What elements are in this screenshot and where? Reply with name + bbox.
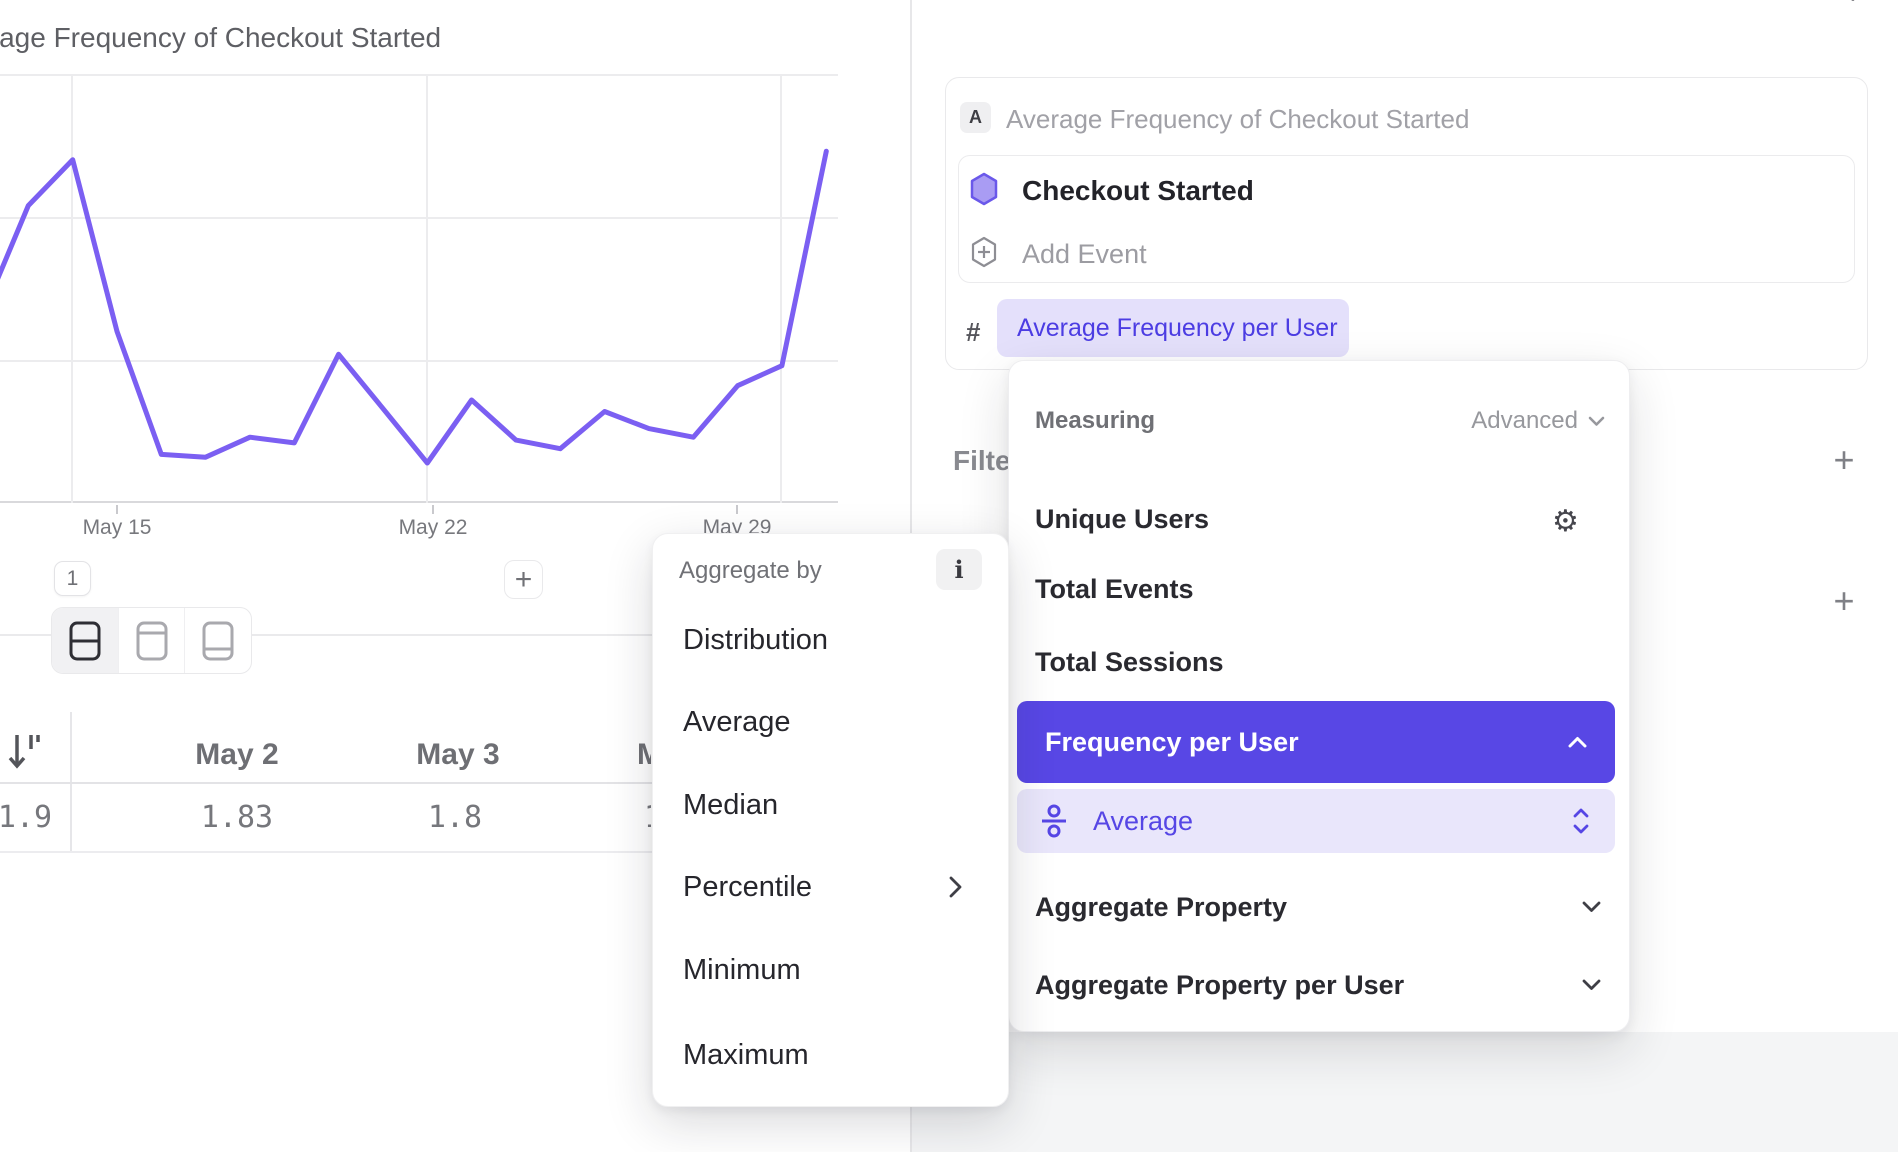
x-axis-tick xyxy=(736,505,738,514)
event-block xyxy=(958,155,1855,283)
info-button[interactable]: i xyxy=(936,549,982,590)
line-chart-plot[interactable] xyxy=(0,74,838,503)
chevron-down-icon[interactable] xyxy=(1582,979,1601,991)
add-event-button[interactable]: Add Event xyxy=(1022,239,1147,269)
table-cell-may3: 1.8 xyxy=(427,800,483,835)
table-cell-may2: 1.83 xyxy=(200,800,274,835)
menu-subitem-average[interactable]: Average xyxy=(1017,789,1615,853)
measure-selector-pill[interactable]: Average Frequency per User xyxy=(997,299,1349,357)
aggregate-by-label: Aggregate by xyxy=(679,557,822,584)
measuring-label: Measuring xyxy=(1035,407,1156,434)
x-axis-label: May 22 xyxy=(398,516,468,539)
panel-footer-background xyxy=(911,1032,1898,1152)
layout-chart-top-button[interactable] xyxy=(119,608,186,673)
add-metric-button-clipped[interactable]: + xyxy=(1843,0,1873,9)
add-event-icon[interactable] xyxy=(970,236,998,273)
layout-split-horizontal-button[interactable] xyxy=(52,608,119,673)
advanced-toggle[interactable]: Advanced xyxy=(1471,407,1605,435)
metric-letter-badge: A xyxy=(960,102,991,133)
table-header-may2[interactable]: May 2 xyxy=(195,738,279,771)
metric-name-input[interactable]: Average Frequency of Checkout Started xyxy=(1006,104,1470,134)
split-top-icon xyxy=(136,621,167,660)
add-series-button[interactable]: + xyxy=(504,560,543,599)
chevron-down-icon[interactable] xyxy=(1582,901,1601,913)
sort-button[interactable] xyxy=(8,729,40,780)
event-name[interactable]: Checkout Started xyxy=(1022,175,1254,206)
measure-selector-label: Average Frequency per User xyxy=(1017,313,1338,342)
split-bottom-icon xyxy=(202,621,234,660)
split-horizontal-icon xyxy=(69,621,101,660)
sort-descending-icon xyxy=(8,735,40,769)
table-header-border xyxy=(0,782,910,784)
chevron-right-icon xyxy=(949,876,962,898)
chevron-up-icon xyxy=(1568,737,1587,748)
panel-layout-toggle xyxy=(51,607,252,674)
menu-item-percentile[interactable]: Percentile xyxy=(683,871,812,903)
menu-item-unique-users[interactable]: Unique Users xyxy=(1035,504,1210,534)
menu-item-total-events[interactable]: Total Events xyxy=(1035,574,1194,604)
measuring-dropdown: Measuring Advanced Unique Users ⚙ Total … xyxy=(1008,360,1630,1032)
frequency-line-chart xyxy=(0,74,838,503)
gear-icon[interactable]: ⚙ xyxy=(1552,504,1579,539)
filtered-by-heading-clipped: Filtered by xyxy=(953,445,1010,476)
series-number-chip[interactable]: 1 xyxy=(54,561,91,596)
menu-item-average[interactable]: Average xyxy=(683,706,791,738)
section-divider xyxy=(0,634,910,636)
add-group-by-button[interactable]: + xyxy=(1833,580,1855,621)
x-axis-tick xyxy=(116,505,118,514)
ratio-average-icon xyxy=(1042,804,1066,838)
chart-title: Average Frequency of Checkout Started xyxy=(0,22,442,53)
table-cell-clipped-right: 1 xyxy=(644,800,651,835)
menu-item-frequency-per-user-selected[interactable]: Frequency per User xyxy=(1017,701,1615,783)
menu-item-median[interactable]: Median xyxy=(683,789,779,821)
menu-item-total-sessions[interactable]: Total Sessions xyxy=(1035,647,1224,677)
chevron-down-icon xyxy=(1588,416,1605,426)
x-axis-label: May 15 xyxy=(82,516,152,539)
menu-item-maximum[interactable]: Maximum xyxy=(683,1039,809,1071)
menu-item-aggregate-property[interactable]: Aggregate Property xyxy=(1035,892,1288,922)
table-column-separator xyxy=(70,712,72,851)
menu-item-aggregate-property-per-user[interactable]: Aggregate Property per User xyxy=(1035,970,1405,1000)
table-header-clipped: M xyxy=(637,738,651,771)
measure-hash-prefix: # xyxy=(966,317,981,347)
menu-item-minimum[interactable]: Minimum xyxy=(683,954,801,986)
event-hexagon-icon xyxy=(969,172,999,211)
aggregate-by-menu: Aggregate by i Distribution Average Medi… xyxy=(652,533,1009,1107)
menu-item-distribution[interactable]: Distribution xyxy=(683,624,829,656)
chevron-up-down-icon xyxy=(1573,808,1589,834)
layout-chart-bottom-button[interactable] xyxy=(185,608,251,673)
table-row-border xyxy=(0,851,910,853)
add-filter-button[interactable]: + xyxy=(1833,439,1855,480)
table-cell-clipped: 1.9 xyxy=(0,800,53,835)
x-axis-tick xyxy=(432,505,434,514)
metrics-section-heading: Metrics xyxy=(963,0,1093,9)
table-header-may3[interactable]: May 3 xyxy=(416,738,500,771)
